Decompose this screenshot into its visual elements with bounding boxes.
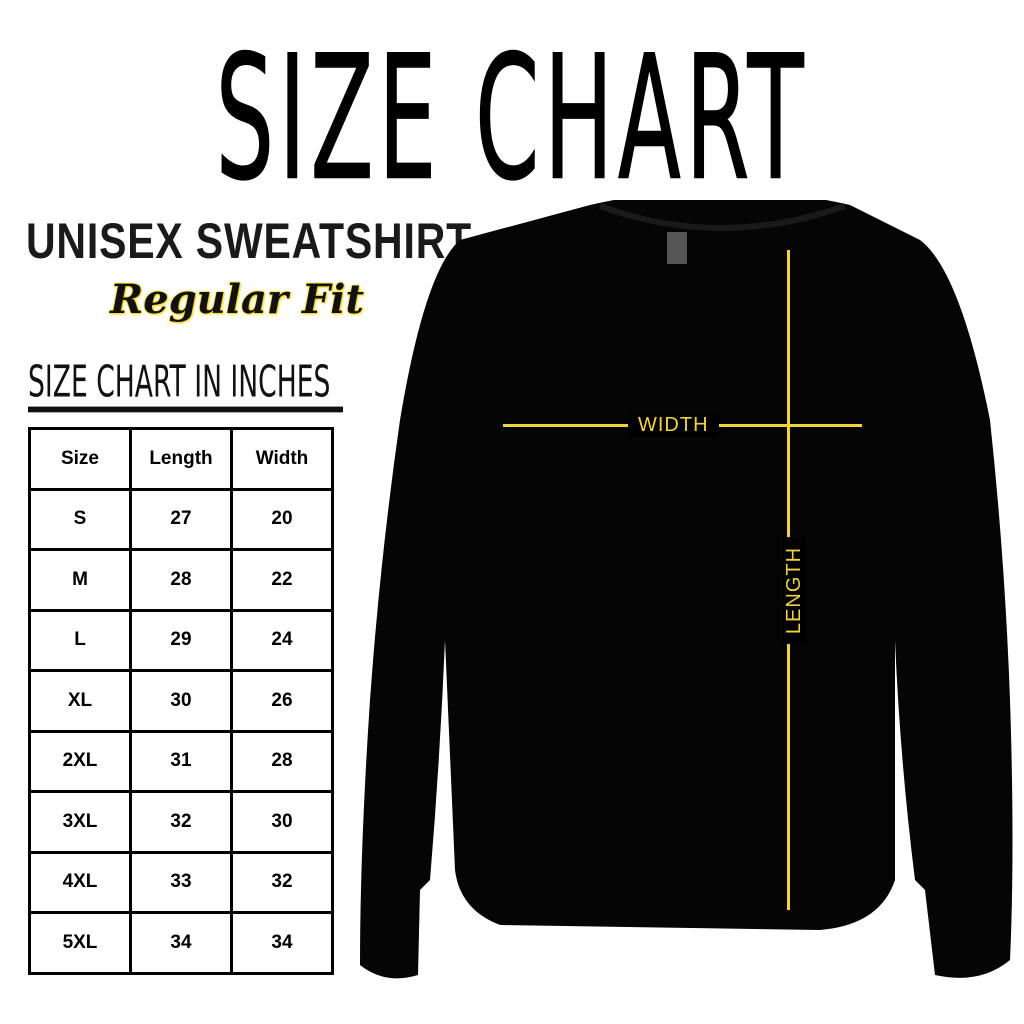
width-cell: 32	[230, 850, 334, 914]
header-width: Width	[230, 427, 334, 491]
size-cell: S	[28, 487, 132, 551]
length-cell: 31	[129, 729, 233, 793]
length-cell: 27	[129, 487, 233, 551]
table-row: M 28 22	[28, 548, 334, 612]
size-cell: M	[28, 548, 132, 612]
width-cell: 24	[230, 608, 334, 672]
width-cell: 22	[230, 548, 334, 612]
table-header-row: Size Length Width	[28, 427, 334, 491]
table-row: S 27 20	[28, 487, 334, 551]
table-row: 3XL 32 30	[28, 790, 334, 854]
length-cell: 32	[129, 790, 233, 854]
table-row: XL 30 26	[28, 669, 334, 733]
header-length: Length	[129, 427, 233, 491]
table-row: L 29 24	[28, 608, 334, 672]
size-cell: L	[28, 608, 132, 672]
width-cell: 20	[230, 487, 334, 551]
size-cell: 2XL	[28, 729, 132, 793]
units-heading: SIZE CHART IN INCHES	[28, 356, 343, 413]
width-cell: 34	[230, 911, 334, 975]
page-title: SIZE CHART	[215, 17, 809, 219]
sweatshirt-image	[360, 200, 1013, 979]
size-cell: 5XL	[28, 911, 132, 975]
width-label: WIDTH	[628, 414, 719, 437]
size-table: Size Length Width S 27 20 M 28 22 L 29 24 XL 30…	[28, 427, 334, 975]
product-name: UNISEX SWEATSHIRT	[26, 213, 472, 269]
size-cell: 4XL	[28, 850, 132, 914]
table-row: 2XL 31 28	[28, 729, 334, 793]
size-cell: XL	[28, 669, 132, 733]
fit-label: Regular Fit	[110, 276, 364, 323]
length-cell: 28	[129, 548, 233, 612]
width-cell: 28	[230, 729, 334, 793]
header-size: Size	[28, 427, 132, 491]
table-row: 5XL 34 34	[28, 911, 334, 975]
length-label: LENGTH	[783, 536, 807, 645]
length-cell: 29	[129, 608, 233, 672]
size-cell: 3XL	[28, 790, 132, 854]
table-row: 4XL 33 32	[28, 850, 334, 914]
length-cell: 30	[129, 669, 233, 733]
width-cell: 26	[230, 669, 334, 733]
width-cell: 30	[230, 790, 334, 854]
length-cell: 34	[129, 911, 233, 975]
length-cell: 33	[129, 850, 233, 914]
